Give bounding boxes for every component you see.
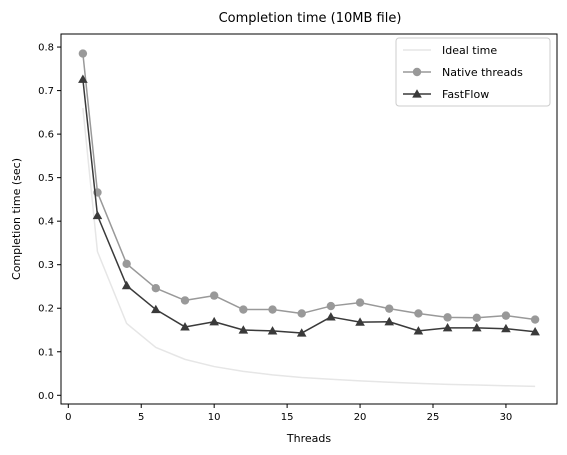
legend-label: Native threads bbox=[442, 66, 523, 79]
legend-marker bbox=[412, 67, 422, 77]
legend-item: Native threads bbox=[403, 66, 523, 79]
data-point bbox=[296, 328, 307, 337]
legend: Ideal time Native threads FastFlow bbox=[395, 37, 551, 107]
data-point bbox=[413, 326, 424, 335]
y-tick-label: 0.1 bbox=[38, 347, 54, 358]
y-tick-label: 0.3 bbox=[38, 260, 54, 271]
axes-layer bbox=[60, 33, 558, 405]
data-point bbox=[385, 304, 394, 313]
x-tick-label: 25 bbox=[427, 412, 440, 423]
data-point bbox=[267, 326, 278, 335]
data-point bbox=[151, 284, 161, 293]
legend-label: Ideal time bbox=[442, 44, 497, 57]
x-tick-label: 15 bbox=[281, 412, 294, 423]
y-tick-label: 0.4 bbox=[38, 217, 54, 228]
x-ticks: 0 5 10 15 20 25 30 bbox=[65, 404, 512, 423]
series-layer bbox=[78, 49, 540, 388]
data-point bbox=[501, 323, 511, 333]
x-axis-label: Threads bbox=[286, 432, 331, 445]
data-point bbox=[414, 309, 423, 318]
legend-marker bbox=[412, 89, 422, 98]
y-tick-label: 0.2 bbox=[38, 304, 54, 315]
y-ticks: 0.0 0.1 0.2 0.3 0.4 0.5 0.6 0.7 0.8 bbox=[38, 43, 61, 402]
legend-item: FastFlow bbox=[403, 88, 489, 101]
data-point bbox=[501, 311, 511, 320]
series-ideal-time bbox=[82, 107, 536, 388]
data-point bbox=[443, 313, 452, 322]
data-point bbox=[268, 305, 277, 314]
series-fastflow bbox=[78, 74, 540, 337]
data-point bbox=[121, 280, 132, 290]
x-tick-label: 10 bbox=[208, 412, 221, 423]
data-point bbox=[78, 49, 88, 58]
legend-box bbox=[395, 37, 551, 107]
data-point bbox=[472, 313, 481, 323]
data-point bbox=[326, 301, 336, 311]
chart-title: Completion time (10MB file) bbox=[219, 11, 402, 26]
data-point bbox=[92, 210, 103, 220]
legend-item: Ideal time bbox=[403, 44, 497, 57]
y-tick-label: 0.8 bbox=[38, 43, 54, 54]
y-tick-label: 0.7 bbox=[38, 86, 54, 97]
data-point bbox=[180, 322, 190, 331]
data-point bbox=[297, 309, 306, 318]
x-tick-label: 30 bbox=[500, 412, 513, 423]
y-tick-label: 0.5 bbox=[38, 173, 54, 184]
data-point bbox=[442, 323, 453, 332]
x-tick-label: 0 bbox=[65, 412, 71, 423]
plot-frame bbox=[60, 33, 558, 405]
data-point bbox=[78, 74, 88, 83]
data-point bbox=[355, 317, 365, 326]
data-point bbox=[530, 315, 540, 324]
data-point bbox=[384, 316, 395, 326]
data-point bbox=[209, 291, 219, 300]
data-point bbox=[530, 326, 540, 336]
data-point bbox=[355, 298, 365, 307]
data-point bbox=[238, 325, 249, 334]
data-point bbox=[180, 296, 190, 305]
legend-label: FastFlow bbox=[442, 88, 489, 101]
data-point bbox=[122, 259, 131, 269]
y-tick-label: 0.0 bbox=[38, 391, 54, 402]
data-point bbox=[151, 304, 161, 314]
y-tick-label: 0.6 bbox=[38, 130, 54, 141]
series-native-threads bbox=[78, 49, 540, 324]
data-point bbox=[471, 323, 482, 332]
data-point bbox=[326, 312, 336, 321]
x-tick-label: 20 bbox=[354, 412, 367, 423]
y-axis-label: Completion time (sec) bbox=[10, 158, 23, 280]
data-point bbox=[209, 316, 219, 326]
data-point bbox=[239, 305, 248, 314]
series-line bbox=[82, 107, 536, 388]
x-tick-label: 5 bbox=[138, 412, 144, 423]
